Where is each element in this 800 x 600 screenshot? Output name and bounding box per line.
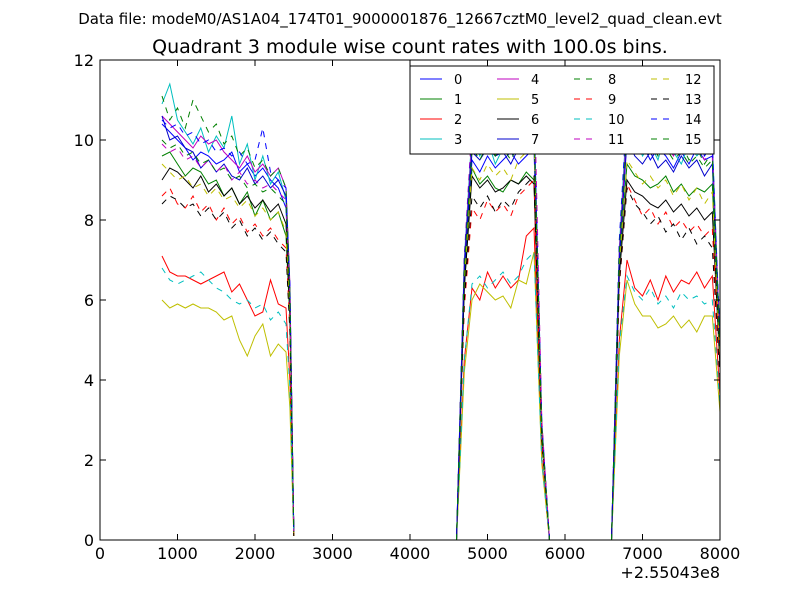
series-10: [161, 250, 720, 540]
legend-entry-0: 0: [420, 73, 462, 88]
series-6: [161, 167, 720, 540]
x-tick-label: 3000: [312, 544, 353, 563]
series-8-line: [161, 95, 295, 533]
legend-entry-6: 6: [497, 113, 539, 128]
series-2-line: [611, 259, 720, 540]
legend-entry-9: 9: [574, 93, 616, 108]
series-10-line: [611, 274, 720, 540]
legend-label: 9: [608, 93, 616, 108]
series-10-line: [456, 250, 550, 540]
legend-label: 15: [685, 133, 702, 148]
y-tick-label: 2: [84, 451, 94, 470]
x-tick-label: 8000: [700, 544, 741, 563]
x-tick-label: 1000: [157, 544, 198, 563]
legend-label: 3: [454, 133, 462, 148]
series-9: [161, 178, 720, 540]
y-tick-label: 0: [84, 531, 94, 550]
series-13-line: [161, 195, 295, 537]
legend-entry-15: 15: [651, 133, 702, 148]
legend-label: 8: [608, 73, 616, 88]
legend-entry-13: 13: [651, 93, 702, 108]
series-9-line: [611, 182, 720, 540]
x-axis-offset-label: +2.55043e8: [620, 563, 720, 582]
x-tick-label: 5000: [467, 544, 508, 563]
x-tick-label: 7000: [622, 544, 663, 563]
series-9-line: [161, 187, 295, 537]
series-12: [161, 138, 720, 540]
legend-label: 4: [531, 73, 539, 88]
x-tick-label: 6000: [545, 544, 586, 563]
series-13-line: [456, 174, 550, 540]
y-tick-label: 8: [84, 211, 94, 230]
y-tick-label: 6: [84, 291, 94, 310]
legend-label: 5: [531, 93, 539, 108]
legend-label: 11: [608, 133, 625, 148]
series-5-line: [456, 251, 550, 540]
series-1-line: [611, 162, 720, 540]
legend-entry-2: 2: [420, 113, 462, 128]
series-12-line: [161, 163, 295, 537]
legend-label: 13: [685, 93, 702, 108]
series-12-line: [611, 158, 720, 540]
x-tick-label: 4000: [390, 544, 431, 563]
legend-entry-3: 3: [420, 133, 462, 148]
y-tick-label: 12: [74, 51, 94, 70]
legend-label: 0: [454, 73, 462, 88]
legend-entry-7: 7: [497, 133, 539, 148]
series-6-line: [611, 178, 720, 540]
legend-entry-5: 5: [497, 93, 539, 108]
figure-suptitle: Data file: modeM0/AS1A04_174T01_90000018…: [78, 10, 722, 29]
series-5-line: [161, 299, 295, 537]
legend-label: 14: [685, 113, 702, 128]
series-12-line: [456, 138, 550, 540]
series-5-line: [611, 279, 720, 540]
axis-ticks: 0 1000 2000 3000 4000 5000 6000 7000 80000246810…: [74, 51, 741, 563]
x-tick-label: 2000: [235, 544, 276, 563]
legend-entry-12: 12: [651, 73, 702, 88]
legend-label: 7: [531, 133, 539, 148]
series-11-line: [161, 143, 295, 533]
x-tick-label: 0: [95, 544, 105, 563]
legend-entry-14: 14: [651, 113, 702, 128]
legend-label: 1: [454, 93, 462, 108]
series-3-line: [161, 82, 295, 533]
legend-label: 6: [531, 113, 539, 128]
series-13: [161, 174, 720, 540]
series-4-line: [161, 115, 295, 533]
series-2-line: [161, 255, 295, 537]
series-6-line: [161, 167, 295, 533]
y-tick-label: 10: [74, 131, 94, 150]
y-tick-label: 4: [84, 371, 94, 390]
legend-label: 2: [454, 113, 462, 128]
legend-entry-1: 1: [420, 93, 462, 108]
legend-entry-8: 8: [574, 73, 616, 88]
legend-entry-4: 4: [497, 73, 539, 88]
series-14-line: [161, 119, 295, 533]
chart-title: Quadrant 3 module wise count rates with …: [152, 36, 668, 58]
series-6-line: [456, 174, 550, 540]
series-10-line: [161, 267, 295, 537]
legend-entry-11: 11: [574, 133, 625, 148]
legend-label: 10: [608, 113, 625, 128]
series-13-line: [611, 186, 720, 540]
legend-entry-10: 10: [574, 113, 625, 128]
series-5: [161, 251, 720, 540]
legend-label: 12: [685, 73, 702, 88]
